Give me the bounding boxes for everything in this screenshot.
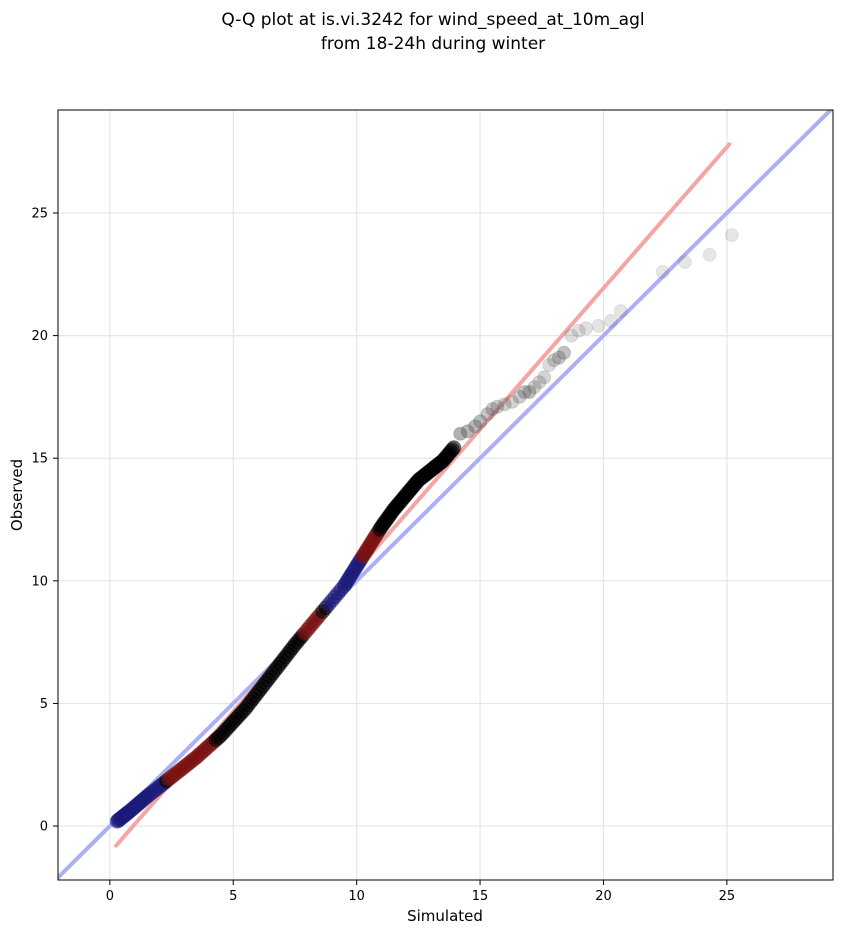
tail-point-20 xyxy=(571,323,586,338)
x-tick-label-0: 0 xyxy=(106,889,114,904)
y-tick-label-5: 25 xyxy=(31,206,48,221)
tail-point-5 xyxy=(485,402,500,417)
x-axis-label: Simulated xyxy=(407,907,483,925)
tail-point-6 xyxy=(490,399,505,414)
tail-point-28 xyxy=(724,228,739,243)
reference-lines xyxy=(58,110,833,880)
chart-title-line-1: Q-Q plot at is.vi.3242 for wind_speed_at… xyxy=(221,10,644,30)
tail-point-2 xyxy=(468,419,483,434)
tail-point-15 xyxy=(542,358,557,373)
tail-point-14 xyxy=(537,370,552,385)
x-tick-label-2: 10 xyxy=(348,889,365,904)
chart-title-line-2: from 18-24h during winter xyxy=(321,34,545,54)
plot-frame xyxy=(57,109,834,881)
tail-point-1 xyxy=(460,424,475,439)
tail-point-24 xyxy=(613,304,628,319)
y-axis-label: Observed xyxy=(8,459,26,531)
qq-point-169 xyxy=(446,440,462,456)
tail-point-16 xyxy=(547,353,562,368)
tail-point-11 xyxy=(522,385,537,400)
x-tick-label-5: 25 xyxy=(719,889,736,904)
tail-point-12 xyxy=(527,380,542,395)
tail-point-7 xyxy=(497,397,512,412)
tail-point-9 xyxy=(512,389,527,404)
tail-point-0 xyxy=(453,426,468,441)
tail-point-21 xyxy=(579,321,594,336)
data-points xyxy=(109,228,739,829)
grid xyxy=(58,110,833,880)
identity-line xyxy=(58,110,833,880)
tail-point-23 xyxy=(603,313,618,328)
y-tick-label-3: 15 xyxy=(31,452,48,467)
y-tick-label-4: 20 xyxy=(31,329,48,344)
x-axis-ticks: 0 5 10 15 20 25 xyxy=(106,880,735,904)
tail-point-8 xyxy=(505,394,520,409)
tail-point-3 xyxy=(473,414,488,429)
x-tick-label-3: 15 xyxy=(472,889,489,904)
y-axis-ticks: 0 5 10 15 20 25 xyxy=(31,206,58,835)
tail-point-4 xyxy=(480,407,495,422)
tail-point-22 xyxy=(591,318,606,333)
tail-point-26 xyxy=(677,255,692,270)
y-tick-label-2: 10 xyxy=(31,574,48,589)
y-tick-label-0: 0 xyxy=(40,820,48,835)
tail-point-13 xyxy=(532,375,547,390)
x-tick-label-1: 5 xyxy=(229,889,237,904)
plot-area xyxy=(58,110,833,880)
y-tick-label-1: 5 xyxy=(40,697,48,712)
tail-point-17 xyxy=(552,350,567,365)
tail-point-25 xyxy=(655,264,670,279)
tail-point-10 xyxy=(517,385,532,400)
tail-point-18 xyxy=(556,345,571,360)
x-tick-label-4: 20 xyxy=(595,889,612,904)
tail-point-19 xyxy=(564,328,579,343)
tail-point-27 xyxy=(702,247,717,262)
